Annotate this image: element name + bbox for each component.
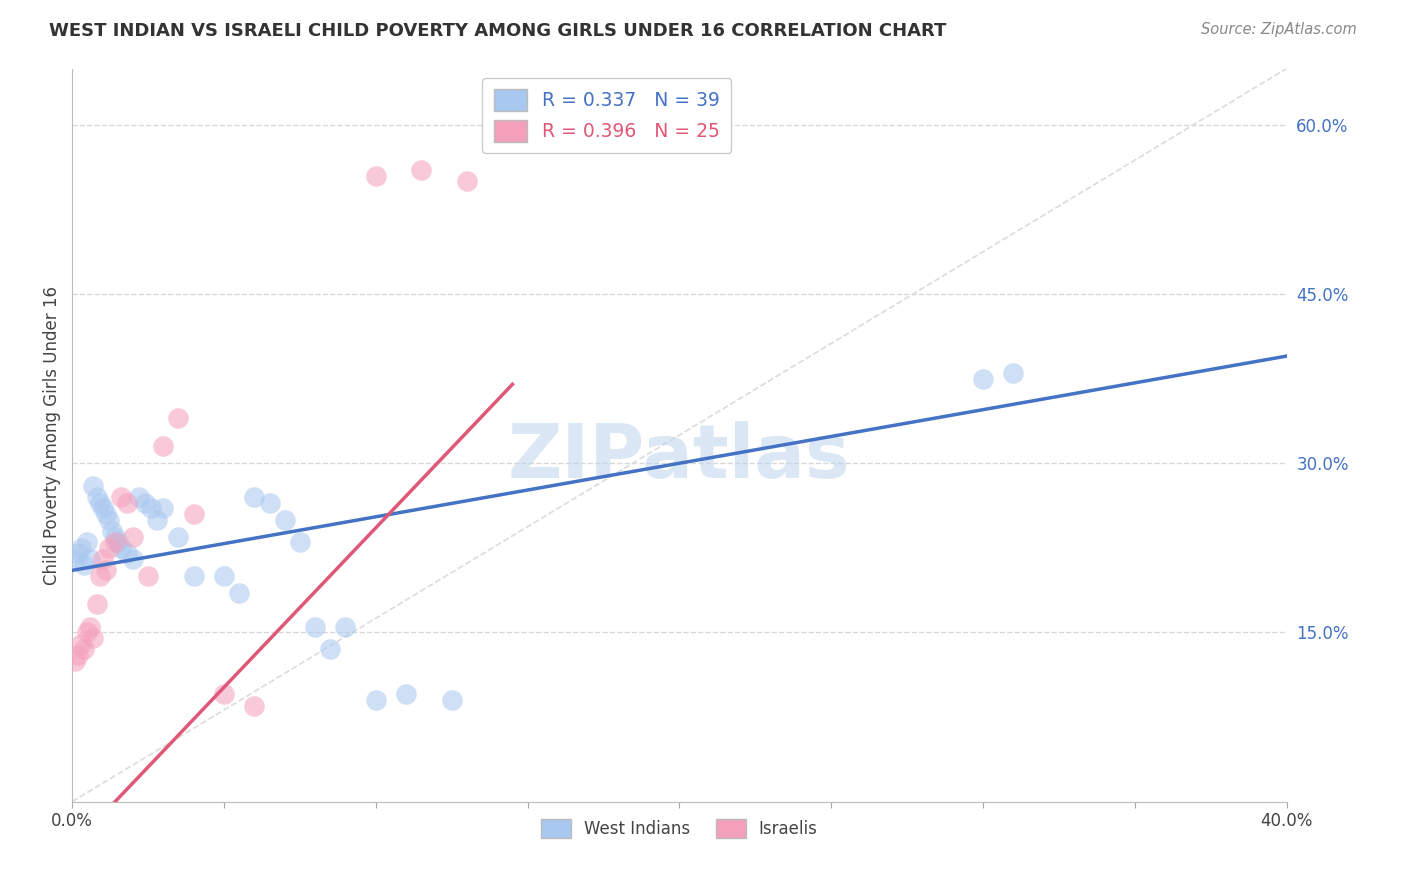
Point — [136, 569, 159, 583]
Point — [104, 535, 127, 549]
Point — [440, 693, 463, 707]
Point — [152, 501, 174, 516]
Point — [86, 597, 108, 611]
Point — [456, 174, 478, 188]
Text: WEST INDIAN VS ISRAELI CHILD POVERTY AMONG GIRLS UNDER 16 CORRELATION CHART: WEST INDIAN VS ISRAELI CHILD POVERTY AMO… — [49, 22, 946, 40]
Point — [134, 496, 156, 510]
Point — [141, 501, 163, 516]
Legend: West Indians, Israelis: West Indians, Israelis — [534, 812, 824, 845]
Point — [259, 496, 281, 510]
Point — [89, 496, 111, 510]
Point — [364, 693, 387, 707]
Point — [364, 169, 387, 183]
Point — [411, 163, 433, 178]
Point — [110, 490, 132, 504]
Point — [73, 558, 96, 572]
Point — [122, 552, 145, 566]
Point — [183, 569, 205, 583]
Point — [167, 530, 190, 544]
Point — [94, 563, 117, 577]
Point — [97, 541, 120, 555]
Point — [395, 688, 418, 702]
Point — [82, 631, 104, 645]
Point — [91, 501, 114, 516]
Point — [107, 535, 129, 549]
Point — [243, 698, 266, 713]
Point — [91, 552, 114, 566]
Point — [65, 552, 87, 566]
Point — [100, 524, 122, 538]
Point — [89, 569, 111, 583]
Point — [972, 372, 994, 386]
Point — [128, 490, 150, 504]
Point — [73, 642, 96, 657]
Point — [70, 637, 93, 651]
Y-axis label: Child Poverty Among Girls Under 16: Child Poverty Among Girls Under 16 — [44, 285, 60, 584]
Point — [110, 541, 132, 555]
Point — [228, 586, 250, 600]
Point — [288, 535, 311, 549]
Point — [167, 411, 190, 425]
Point — [76, 625, 98, 640]
Point — [304, 620, 326, 634]
Point — [94, 507, 117, 521]
Point — [1002, 366, 1025, 380]
Point — [104, 530, 127, 544]
Point — [122, 530, 145, 544]
Point — [86, 490, 108, 504]
Point — [212, 569, 235, 583]
Point — [76, 535, 98, 549]
Point — [67, 648, 90, 662]
Point — [79, 620, 101, 634]
Point — [79, 552, 101, 566]
Text: ZIPatlas: ZIPatlas — [508, 420, 851, 493]
Point — [319, 642, 342, 657]
Point — [65, 654, 87, 668]
Point — [243, 490, 266, 504]
Point — [70, 541, 93, 555]
Point — [97, 513, 120, 527]
Point — [183, 507, 205, 521]
Point — [115, 546, 138, 560]
Point — [115, 496, 138, 510]
Text: Source: ZipAtlas.com: Source: ZipAtlas.com — [1201, 22, 1357, 37]
Point — [274, 513, 297, 527]
Point — [335, 620, 357, 634]
Point — [146, 513, 169, 527]
Point — [67, 546, 90, 560]
Point — [152, 439, 174, 453]
Point — [212, 688, 235, 702]
Point — [82, 479, 104, 493]
